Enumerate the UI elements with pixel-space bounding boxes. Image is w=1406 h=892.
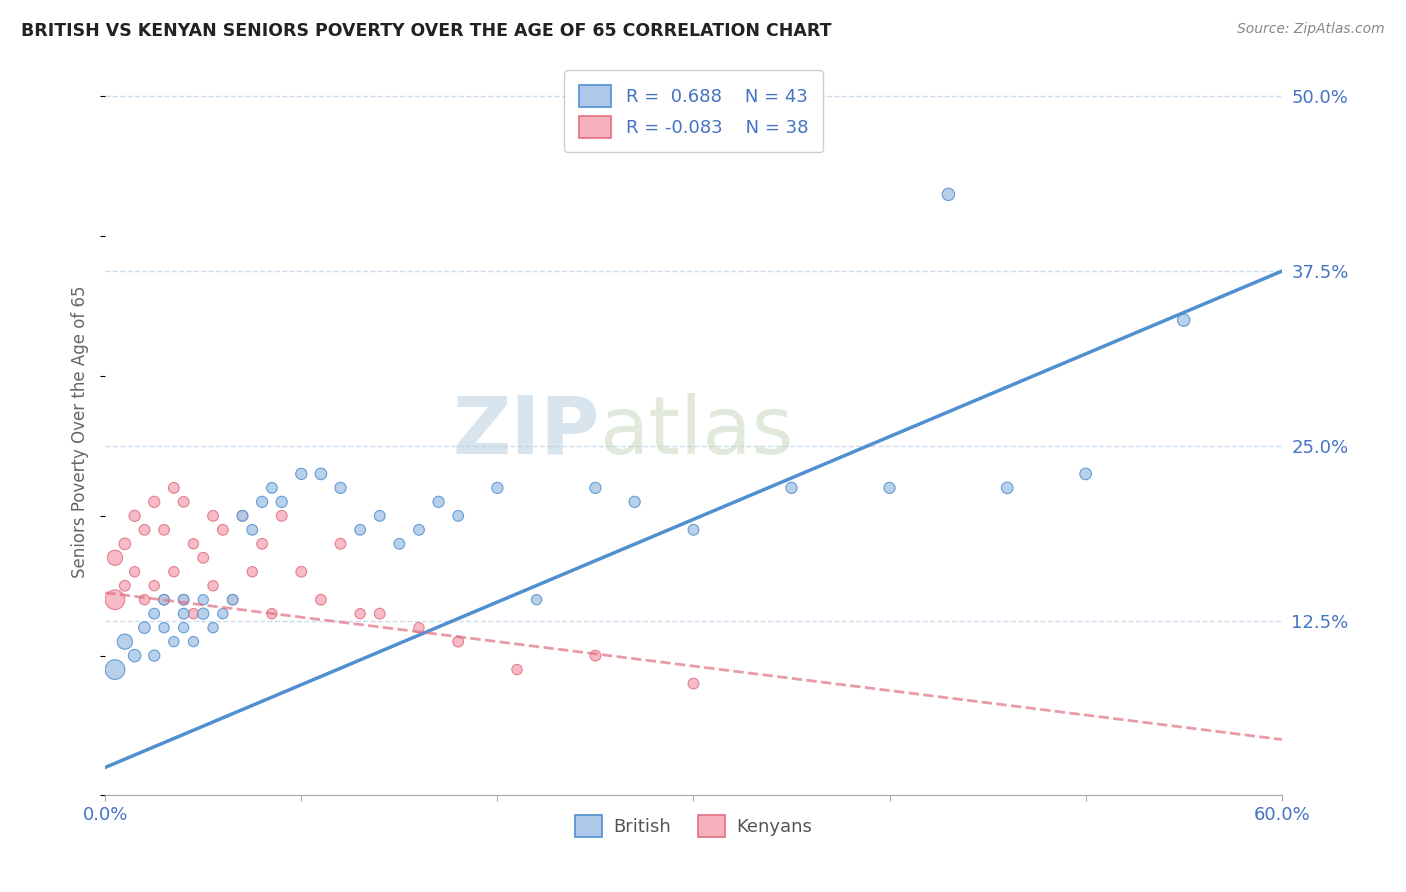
Point: [202, 579, 225, 593]
Point: [995, 481, 1018, 495]
Y-axis label: Seniors Poverty Over the Age of 65: Seniors Poverty Over the Age of 65: [72, 285, 89, 578]
Point: [134, 592, 156, 607]
Point: [183, 634, 205, 648]
Point: [173, 607, 195, 621]
Point: [780, 481, 803, 495]
Point: [212, 523, 235, 537]
Point: [221, 592, 243, 607]
Point: [173, 592, 195, 607]
Point: [114, 579, 136, 593]
Point: [193, 550, 215, 565]
Point: [583, 648, 606, 663]
Point: [173, 495, 195, 509]
Point: [163, 634, 186, 648]
Point: [1173, 313, 1195, 327]
Point: [143, 648, 166, 663]
Point: [447, 634, 470, 648]
Point: [173, 621, 195, 635]
Point: [202, 621, 225, 635]
Point: [260, 607, 283, 621]
Point: [240, 565, 263, 579]
Point: [583, 481, 606, 495]
Point: [240, 523, 263, 537]
Point: [104, 550, 127, 565]
Point: [124, 648, 146, 663]
Point: [290, 565, 312, 579]
Point: [329, 481, 352, 495]
Point: [938, 187, 960, 202]
Point: [368, 607, 391, 621]
Point: [193, 607, 215, 621]
Point: [231, 508, 253, 523]
Point: [124, 508, 146, 523]
Point: [486, 481, 509, 495]
Point: [349, 607, 371, 621]
Text: ZIP: ZIP: [453, 393, 599, 471]
Point: [623, 495, 645, 509]
Legend: British, Kenyans: British, Kenyans: [568, 808, 818, 845]
Point: [447, 508, 470, 523]
Point: [143, 607, 166, 621]
Point: [153, 592, 176, 607]
Point: [270, 508, 292, 523]
Point: [163, 481, 186, 495]
Text: BRITISH VS KENYAN SENIORS POVERTY OVER THE AGE OF 65 CORRELATION CHART: BRITISH VS KENYAN SENIORS POVERTY OVER T…: [21, 22, 831, 40]
Point: [682, 523, 704, 537]
Point: [250, 495, 273, 509]
Point: [104, 592, 127, 607]
Point: [368, 508, 391, 523]
Point: [526, 592, 548, 607]
Point: [143, 579, 166, 593]
Text: Source: ZipAtlas.com: Source: ZipAtlas.com: [1237, 22, 1385, 37]
Point: [212, 607, 235, 621]
Point: [682, 676, 704, 690]
Point: [153, 621, 176, 635]
Point: [349, 523, 371, 537]
Point: [163, 565, 186, 579]
Point: [260, 481, 283, 495]
Point: [408, 621, 430, 635]
Point: [202, 508, 225, 523]
Point: [1074, 467, 1097, 481]
Point: [134, 621, 156, 635]
Point: [427, 495, 450, 509]
Point: [506, 663, 529, 677]
Point: [250, 537, 273, 551]
Point: [114, 537, 136, 551]
Point: [270, 495, 292, 509]
Point: [231, 508, 253, 523]
Point: [309, 467, 332, 481]
Point: [388, 537, 411, 551]
Point: [221, 592, 243, 607]
Point: [309, 592, 332, 607]
Text: atlas: atlas: [599, 393, 794, 471]
Point: [114, 634, 136, 648]
Point: [153, 523, 176, 537]
Point: [879, 481, 901, 495]
Point: [183, 537, 205, 551]
Point: [290, 467, 312, 481]
Point: [124, 565, 146, 579]
Point: [193, 592, 215, 607]
Point: [153, 592, 176, 607]
Point: [143, 495, 166, 509]
Point: [183, 607, 205, 621]
Point: [329, 537, 352, 551]
Point: [173, 592, 195, 607]
Point: [134, 523, 156, 537]
Point: [408, 523, 430, 537]
Point: [104, 663, 127, 677]
